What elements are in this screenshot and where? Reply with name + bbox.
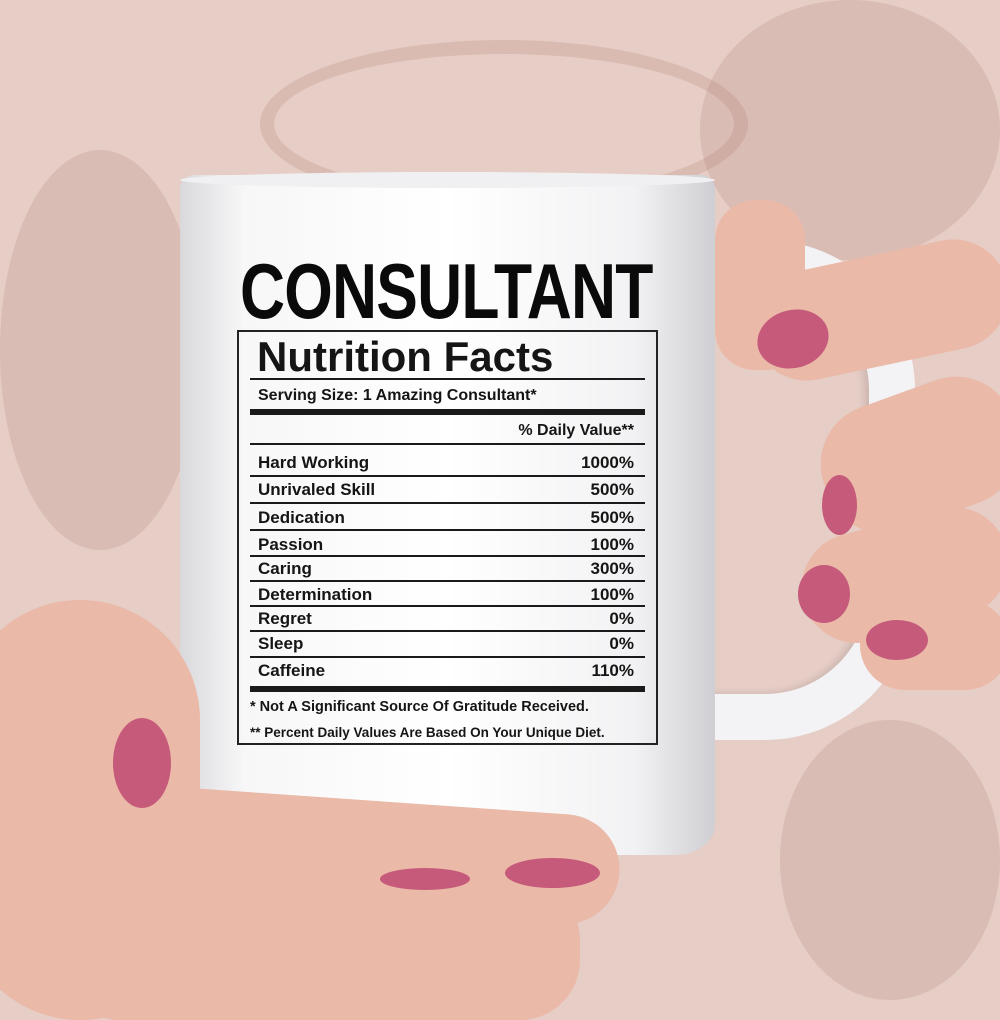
- nutrient-label: Sleep: [258, 634, 304, 653]
- nutrient-label: Hard Working: [258, 453, 370, 472]
- nutrient-label: Dedication: [258, 508, 345, 527]
- nutrition-label-box: [237, 330, 658, 745]
- nutrient-label: Regret: [258, 609, 312, 628]
- divider: [250, 378, 645, 380]
- mug-rim: [180, 172, 715, 188]
- divider: [250, 686, 645, 692]
- nutrient-value: 300%: [590, 559, 634, 578]
- nutrient-label: Caring: [258, 559, 312, 578]
- fingernail: [798, 565, 850, 623]
- nutrient-value: 500%: [590, 508, 634, 527]
- row-divider: [250, 630, 645, 632]
- nutrient-label: Unrivaled Skill: [258, 480, 376, 499]
- row-divider: [250, 475, 645, 477]
- divider: [250, 443, 645, 445]
- nutrient-label: Caffeine: [258, 661, 326, 680]
- nutrient-value: 100%: [590, 585, 634, 604]
- nutrient-label: Passion: [258, 535, 324, 554]
- nutrient-value: 0%: [609, 634, 634, 653]
- divider: [250, 409, 645, 415]
- row-divider: [250, 502, 645, 504]
- fingernail: [866, 620, 928, 660]
- row-divider: [250, 529, 645, 531]
- fingernail: [505, 858, 600, 888]
- nutrient-value: 500%: [590, 480, 634, 499]
- mug-body: [180, 175, 715, 855]
- footnote-2: ** Percent Daily Values Are Based On You…: [250, 725, 605, 740]
- mug-title: CONSULTANT: [240, 247, 653, 335]
- nutrient-value: 100%: [590, 535, 634, 554]
- footnote-1: * Not A Significant Source Of Gratitude …: [250, 699, 589, 715]
- nutrient-label: Determination: [258, 585, 373, 604]
- nutrition-facts-heading: Nutrition Facts: [257, 333, 554, 380]
- nutrient-value: 110%: [591, 661, 634, 680]
- fingernail: [822, 475, 857, 535]
- daily-value-header: % Daily Value**: [518, 422, 634, 439]
- fingernail: [113, 718, 171, 808]
- row-divider: [250, 605, 645, 607]
- row-divider: [250, 580, 645, 582]
- fingernail: [380, 868, 470, 890]
- row-divider: [250, 656, 645, 658]
- nutrient-value: 0%: [609, 609, 634, 628]
- nutrient-value: 1000%: [581, 453, 634, 472]
- row-divider: [250, 555, 645, 557]
- serving-size: Serving Size: 1 Amazing Consultant*: [258, 387, 537, 404]
